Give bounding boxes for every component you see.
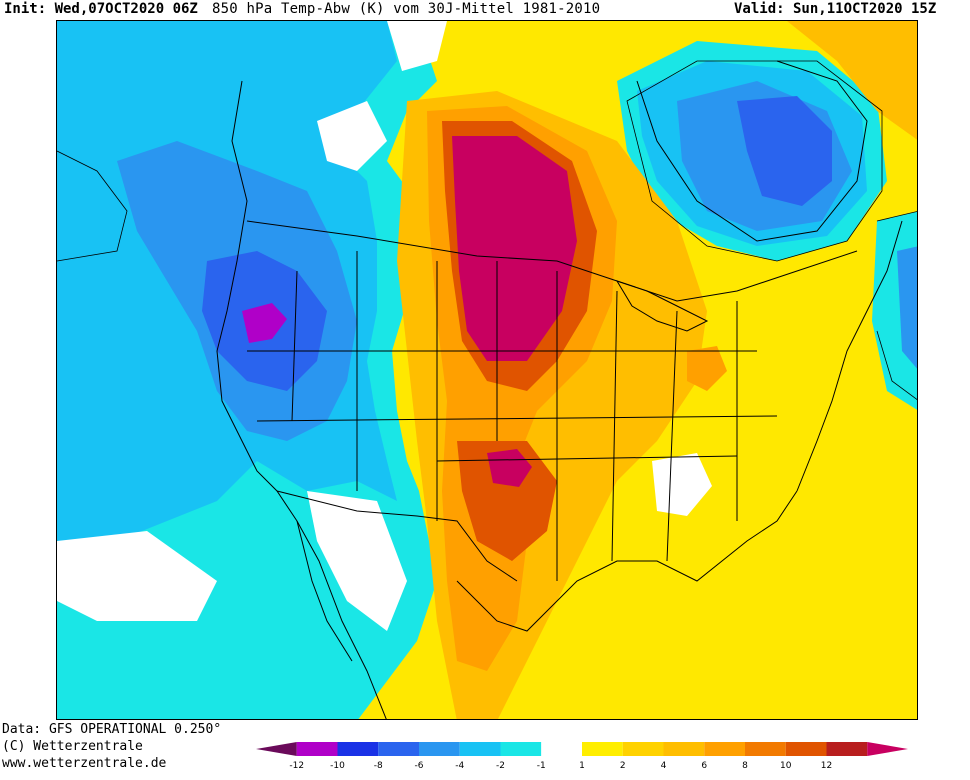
legend-bin-0 — [256, 742, 297, 756]
western-cold-anomaly-extreme — [242, 303, 287, 343]
legend-tick-10: 6 — [701, 761, 707, 771]
zero-contour-atlantic — [876, 211, 917, 401]
ohio-warm-anomaly-patch — [687, 346, 727, 391]
neutral-anomaly-patch-northwest — [317, 101, 387, 171]
map-title: 850 hPa Temp-Abw (K) vom 30J-Mittel 1981… — [212, 1, 601, 17]
legend-bin-13 — [785, 742, 827, 756]
baja-coast — [296, 520, 353, 662]
atlantic-warm-anomaly-patch — [787, 21, 917, 140]
neutral-anomaly-patch-north — [387, 21, 447, 71]
legend-bin-5 — [459, 742, 501, 756]
hudson-bay-coast — [636, 60, 868, 242]
init-time-label: Init: Wed,07OCT2020 06Z — [4, 1, 198, 17]
legend-tick-11: 8 — [742, 761, 748, 771]
legend-tick-12: 10 — [780, 761, 792, 771]
legend-bin-6 — [500, 742, 542, 756]
zero-anomaly-contours — [57, 60, 917, 401]
state-line-10 — [256, 415, 778, 422]
legend-tick-4: -4 — [455, 761, 464, 771]
anomaly-map-canvas — [57, 21, 917, 719]
legend-bin-12 — [745, 742, 786, 756]
legend-tick-5: -2 — [496, 761, 505, 771]
legend-bin-10 — [663, 742, 705, 756]
canada-cold-anomaly-strong — [737, 96, 832, 206]
data-source-label: Data: GFS OPERATIONAL 0.250° — [2, 722, 222, 737]
legend-bin-7 — [541, 742, 582, 756]
legend-bin-4 — [419, 742, 460, 756]
legend-bin-1 — [296, 742, 338, 756]
southern-plains-warm-anomaly-extreme — [487, 449, 532, 487]
state-line-1 — [291, 270, 298, 422]
zero-contour-canada — [626, 60, 883, 262]
valid-time-label: Valid: Sun,11OCT2020 15Z — [734, 1, 937, 17]
state-line-11 — [436, 455, 738, 462]
legend-bin-9 — [622, 742, 664, 756]
legend-tick-6: -1 — [537, 761, 546, 771]
atlantic-cold-anomaly-weak — [897, 246, 917, 369]
legend-tick-2: -8 — [374, 761, 383, 771]
temperature-anomaly-map — [56, 20, 918, 720]
west-coastline — [216, 80, 387, 719]
neutral-anomaly-patch-pacific — [57, 531, 217, 621]
color-scale-legend: -12 -10 -8 -6 -4 -2 -1 1 2 4 6 8 10 12 — [256, 742, 908, 771]
legend-color-bins — [256, 742, 908, 756]
legend-bin-2 — [337, 742, 379, 756]
great-lakes-outline — [615, 280, 709, 332]
legend-bin-8 — [582, 742, 623, 756]
plains-warm-anomaly-extreme — [452, 136, 577, 361]
website-link[interactable]: www.wetterzentrale.de — [2, 756, 167, 771]
legend-bin-15 — [867, 742, 908, 756]
state-line-6 — [611, 290, 618, 562]
legend-tick-7: 1 — [579, 761, 585, 771]
legend-tick-1: -10 — [330, 761, 345, 771]
legend-tick-13: 12 — [821, 761, 832, 771]
gulf-coastline — [456, 490, 798, 632]
legend-tick-3: -6 — [415, 761, 424, 771]
legend-bin-3 — [378, 742, 419, 756]
zero-contour-west — [57, 150, 128, 262]
neutral-anomaly-patch-baja — [307, 491, 407, 631]
legend-tick-0: -12 — [289, 761, 304, 771]
legend-bin-14 — [826, 742, 868, 756]
legend-tick-labels: -12 -10 -8 -6 -4 -2 -1 1 2 4 6 8 10 12 — [289, 761, 832, 771]
copyright-label: (C) Wetterzentrale — [2, 739, 143, 754]
east-coastline — [796, 220, 903, 492]
neutral-anomaly-patch-southeast — [652, 453, 712, 516]
legend-tick-8: 2 — [620, 761, 626, 771]
geographic-boundaries — [216, 60, 903, 719]
legend-tick-9: 4 — [661, 761, 667, 771]
legend-bin-11 — [704, 742, 745, 756]
state-line-7 — [666, 310, 678, 562]
